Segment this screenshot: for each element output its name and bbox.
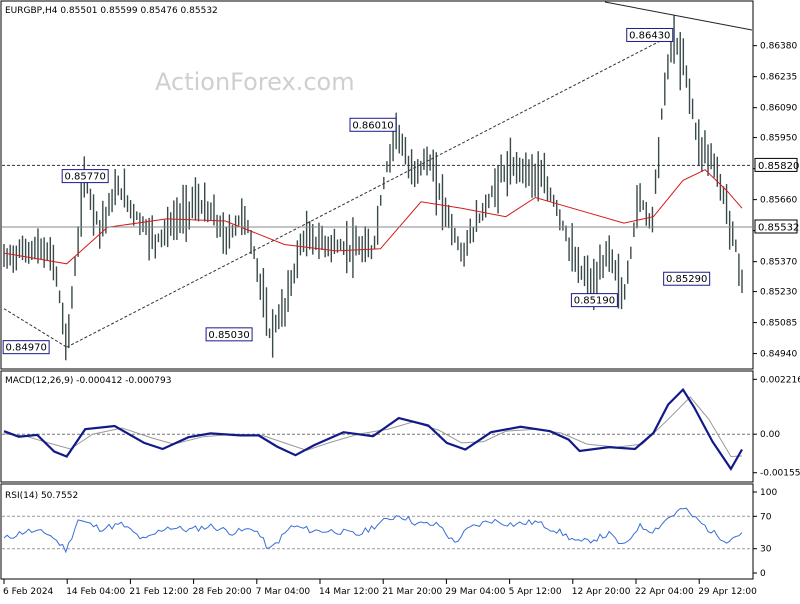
price-annotation-box [2, 340, 50, 355]
trendline-solid [604, 1, 753, 31]
price-tick-label: 0.86090 [760, 104, 797, 114]
price-annotation: 0.85770 [61, 169, 109, 184]
rsi-tick-label: 30 [760, 545, 772, 555]
price-panel-title: EURGBP,H4 0.85501 0.85599 0.85476 0.8553… [5, 6, 218, 16]
trendline-dashed-1 [66, 34, 673, 348]
price-tick-label: 0.86235 [760, 73, 797, 83]
price-annotation-label: 0.84970 [5, 343, 46, 354]
macd-tick-label: -0.001556 [760, 469, 800, 479]
price-annotation: 0.84970 [2, 340, 50, 355]
rsi-panel-frame [0, 483, 754, 580]
x-tick-label: 12 Apr 20:00 [572, 587, 631, 597]
price-tick-label: 0.85370 [760, 258, 797, 268]
watermark: ActionForex.com [155, 68, 355, 96]
macd-plot [2, 387, 752, 471]
price-annotation-box [61, 169, 109, 184]
price-tick-label: 0.86380 [760, 42, 797, 52]
macd-panel-title: MACD(12,26,9) -0.000412 -0.000793 [5, 376, 171, 386]
price-panel-frame [0, 0, 754, 370]
x-tick-label: 14 Mar 12:00 [319, 587, 379, 597]
x-tick-label: 14 Feb 04:00 [66, 587, 125, 597]
macd-panel-frame [0, 370, 754, 483]
x-tick-label: 21 Mar 20:00 [382, 587, 442, 597]
macd-tick-label: 0.002216 [760, 375, 800, 385]
price-annotation: 0.85190 [570, 293, 618, 308]
x-tick-label: 29 Apr 12:00 [698, 587, 757, 597]
moving-average-line [3, 169, 743, 265]
price-annotation-label: 0.85290 [666, 274, 707, 285]
macd-tick-label: 0.00 [760, 430, 780, 440]
resistance-price-tag-box [754, 157, 798, 172]
price-annotation-box [663, 271, 711, 286]
rsi-tick-label: 70 [760, 512, 772, 522]
price-tick-label: 0.85230 [760, 288, 797, 298]
axes: 0.863800.862350.860900.859500.858050.856… [3, 42, 800, 597]
macd-line [3, 387, 743, 471]
resistance-price-tag-label: 0.85820 [758, 161, 799, 172]
price-annotation-label: 0.86010 [352, 120, 393, 131]
rsi-line [3, 507, 743, 554]
price-tick-label: 0.85950 [760, 134, 797, 144]
price-annotation: 0.85030 [205, 327, 253, 342]
x-tick-label: 22 Apr 04:00 [635, 587, 694, 597]
price-annotation-box [205, 327, 253, 342]
price-annotation-label: 0.85190 [574, 296, 615, 307]
macd-signal-line [3, 396, 743, 458]
price-plot: 0.85770 0.84970 0.86010 0.85030 0.86430 0.851… [2, 1, 753, 361]
price-annotation-box [570, 293, 618, 308]
price-annotation-box [626, 27, 674, 42]
x-tick-label: 7 Mar 04:00 [256, 587, 311, 597]
trendline-dashed-2 [3, 308, 67, 348]
rsi-tick-label: 0 [760, 569, 766, 579]
price-annotation: 0.86430 [626, 27, 674, 42]
price-tick-label: 0.84940 [760, 350, 797, 360]
current-price-tag-label: 0.85532 [758, 222, 799, 233]
price-tick-label: 0.85085 [760, 319, 797, 329]
current-price-tag-box [754, 219, 798, 234]
rsi-plot [2, 507, 752, 554]
rsi-panel-title: RSI(14) 50.7552 [5, 491, 78, 501]
price-annotation-label: 0.86430 [629, 30, 670, 41]
x-tick-label: 6 Feb 2024 [3, 587, 54, 597]
rsi-tick-label: 100 [760, 488, 777, 498]
price-annotation: 0.85290 [663, 271, 711, 286]
price-annotation-label: 0.85030 [208, 330, 249, 341]
x-tick-label: 21 Feb 12:00 [129, 587, 188, 597]
price-annotation: 0.86010 [349, 117, 397, 132]
x-tick-label: 5 Apr 12:00 [509, 587, 562, 597]
x-tick-label: 29 Mar 04:00 [445, 587, 505, 597]
price-tick-label: 0.85660 [760, 196, 797, 206]
current-price-tag: 0.85532 [754, 219, 799, 234]
resistance-price-tag: 0.85820 [754, 157, 799, 172]
x-tick-label: 28 Feb 20:00 [193, 587, 252, 597]
price-annotation-label: 0.85770 [65, 172, 106, 183]
price-annotation-box [349, 117, 397, 132]
